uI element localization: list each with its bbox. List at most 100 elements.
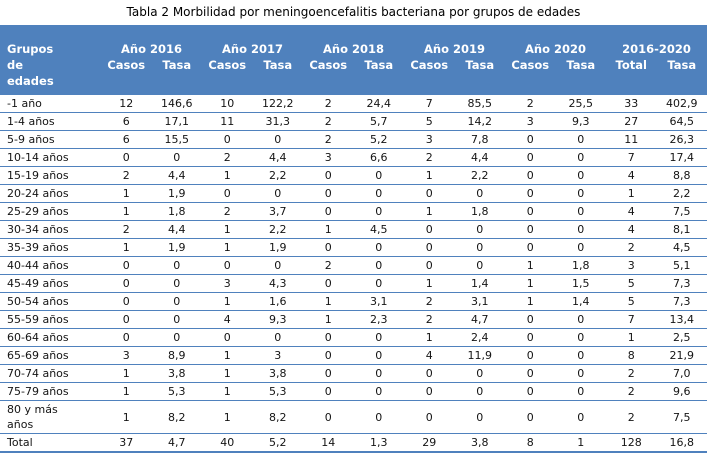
value-cell: 4 bbox=[606, 220, 657, 239]
value-cell: 3,8 bbox=[454, 433, 505, 453]
value-cell: 0 bbox=[353, 382, 404, 401]
value-cell: 1,6 bbox=[252, 292, 303, 311]
value-cell: 1,9 bbox=[252, 238, 303, 257]
value-cell: 0 bbox=[454, 400, 505, 434]
value-cell: 0 bbox=[151, 292, 202, 311]
subheader-total: Total bbox=[606, 57, 657, 95]
value-cell: 1 bbox=[101, 400, 152, 434]
value-cell: 8,9 bbox=[151, 346, 202, 365]
total-row: Total 37 4,7 40 5,2 14 1,3 29 3,8 8 1 128 16,8 bbox=[0, 433, 707, 453]
value-cell: 2 bbox=[101, 166, 152, 185]
value-cell: 0 bbox=[303, 328, 354, 347]
value-cell: 7,3 bbox=[656, 274, 707, 293]
value-cell: 0 bbox=[505, 166, 556, 185]
value-cell: 7,3 bbox=[656, 292, 707, 311]
value-cell: 3,7 bbox=[252, 202, 303, 221]
value-cell: 1,3 bbox=[353, 433, 404, 453]
value-cell: 40 bbox=[202, 433, 253, 453]
value-cell: 1,9 bbox=[151, 184, 202, 203]
age-group-label: 25-29 años bbox=[0, 202, 101, 221]
value-cell: 8,1 bbox=[656, 220, 707, 239]
value-cell: 6 bbox=[101, 112, 152, 131]
value-cell: 1,8 bbox=[555, 256, 606, 275]
subheader-casos-2020: Casos bbox=[505, 57, 556, 95]
value-cell: 2,5 bbox=[656, 328, 707, 347]
subheader-tasa-2016: Tasa bbox=[151, 57, 202, 95]
value-cell: 5 bbox=[606, 274, 657, 293]
table-row: 35-39 años 1 1,9 1 1,9 0 0 0 0 0 0 2 4,5 bbox=[0, 238, 707, 257]
value-cell: 1 bbox=[202, 364, 253, 383]
value-cell: 1 bbox=[202, 346, 253, 365]
value-cell: 11,9 bbox=[454, 346, 505, 365]
value-cell: 0 bbox=[454, 220, 505, 239]
value-cell: 26,3 bbox=[656, 130, 707, 149]
value-cell: 0 bbox=[505, 238, 556, 257]
value-cell: 5,2 bbox=[353, 130, 404, 149]
value-cell: 11 bbox=[202, 112, 253, 131]
value-cell: 4,4 bbox=[454, 148, 505, 167]
value-cell: 3 bbox=[252, 346, 303, 365]
value-cell: 7,5 bbox=[656, 202, 707, 221]
value-cell: 7,8 bbox=[454, 130, 505, 149]
value-cell: 3 bbox=[606, 256, 657, 275]
value-cell: 29 bbox=[404, 433, 455, 453]
age-group-label: 80 y más años bbox=[0, 400, 101, 434]
value-cell: 0 bbox=[555, 220, 606, 239]
age-group-label: 15-19 años bbox=[0, 166, 101, 185]
value-cell: 2,2 bbox=[252, 220, 303, 239]
value-cell: 0 bbox=[404, 256, 455, 275]
value-cell: 8 bbox=[606, 346, 657, 365]
value-cell: 0 bbox=[454, 238, 505, 257]
value-cell: 17,1 bbox=[151, 112, 202, 131]
table-row: 70-74 años 1 3,8 1 3,8 0 0 0 0 0 0 2 7,0 bbox=[0, 364, 707, 383]
value-cell: 0 bbox=[353, 184, 404, 203]
value-cell: 0 bbox=[555, 148, 606, 167]
value-cell: 1 bbox=[303, 292, 354, 311]
subheader-tasa-2020: Tasa bbox=[555, 57, 606, 95]
value-cell: 1 bbox=[202, 400, 253, 434]
table-row: 10-14 años 0 0 2 4,4 3 6,6 2 4,4 0 0 7 17,4 bbox=[0, 148, 707, 167]
value-cell: 0 bbox=[303, 382, 354, 401]
value-cell: 0 bbox=[454, 382, 505, 401]
value-cell: 1 bbox=[505, 274, 556, 293]
value-cell: 0 bbox=[505, 364, 556, 383]
age-group-label: 70-74 años bbox=[0, 364, 101, 383]
value-cell: 0 bbox=[555, 310, 606, 329]
value-cell: 0 bbox=[404, 220, 455, 239]
table-row: 1-4 años 6 17,1 11 31,3 2 5,7 5 14,2 3 9,3 27 64,5 bbox=[0, 112, 707, 131]
table-header: Grupos de edades Año 2016 Año 2017 Año 2… bbox=[0, 25, 707, 95]
value-cell: 5,2 bbox=[252, 433, 303, 453]
value-cell: 0 bbox=[353, 238, 404, 257]
value-cell: 0 bbox=[404, 382, 455, 401]
value-cell: 4,5 bbox=[656, 238, 707, 257]
col-header-year-2019: Año 2019 bbox=[404, 25, 505, 57]
value-cell: 3 bbox=[404, 130, 455, 149]
value-cell: 0 bbox=[353, 274, 404, 293]
value-cell: 0 bbox=[454, 364, 505, 383]
subheader-tasa-total: Tasa bbox=[656, 57, 707, 95]
value-cell: 0 bbox=[151, 310, 202, 329]
table-row: 30-34 años 2 4,4 1 2,2 1 4,5 0 0 0 0 4 8,1 bbox=[0, 220, 707, 239]
value-cell: 5,3 bbox=[151, 382, 202, 401]
value-cell: 2 bbox=[606, 238, 657, 257]
value-cell: 3 bbox=[101, 346, 152, 365]
value-cell: 1 bbox=[303, 310, 354, 329]
table-row: 65-69 años 3 8,9 1 3 0 0 4 11,9 0 0 8 21,9 bbox=[0, 346, 707, 365]
value-cell: 0 bbox=[353, 364, 404, 383]
value-cell: 0 bbox=[252, 184, 303, 203]
value-cell: 4 bbox=[606, 202, 657, 221]
value-cell: 2 bbox=[404, 310, 455, 329]
value-cell: 0 bbox=[555, 202, 606, 221]
age-group-label: 30-34 años bbox=[0, 220, 101, 239]
value-cell: 7,5 bbox=[656, 400, 707, 434]
table-row: 25-29 años 1 1,8 2 3,7 0 0 1 1,8 0 0 4 7,5 bbox=[0, 202, 707, 221]
value-cell: 0 bbox=[353, 400, 404, 434]
value-cell: 0 bbox=[404, 364, 455, 383]
value-cell: 1,8 bbox=[454, 202, 505, 221]
value-cell: 2 bbox=[303, 130, 354, 149]
value-cell: 15,5 bbox=[151, 130, 202, 149]
value-cell: 4,4 bbox=[151, 166, 202, 185]
age-group-label: -1 año bbox=[0, 95, 101, 113]
value-cell: 1 bbox=[101, 202, 152, 221]
value-cell: 7,0 bbox=[656, 364, 707, 383]
